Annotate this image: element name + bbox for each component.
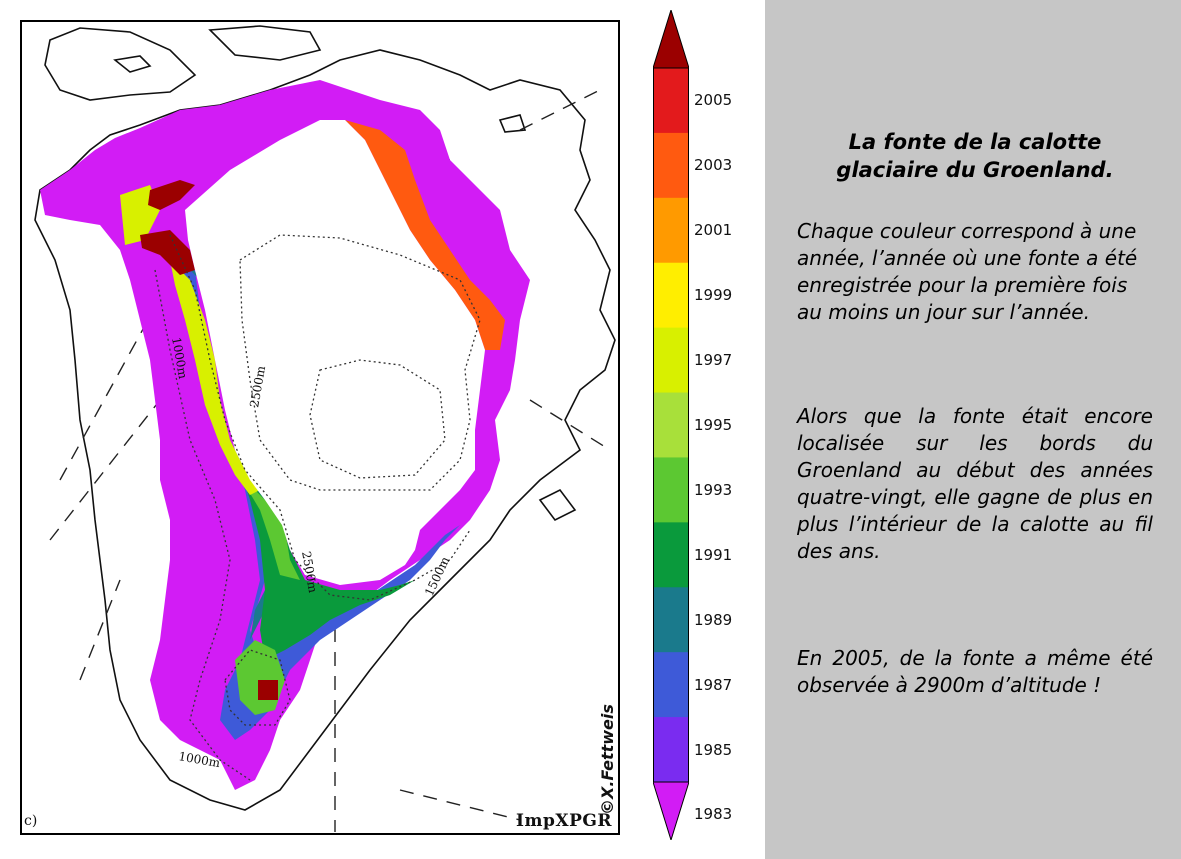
- melt-zone-2005-south: [258, 680, 278, 700]
- melt-zone-1985: [175, 250, 460, 740]
- melt-zone-2005-north: [148, 180, 195, 210]
- caption-paragraph: En 2005, de la fonte a même été observée…: [797, 646, 1153, 697]
- colorbar-tick-label: 1983: [694, 805, 733, 824]
- coastline-outlines: [34, 25, 616, 811]
- colorbar-tick-label: 1987: [694, 675, 733, 694]
- colorbar-tick-label: 2005: [694, 91, 733, 110]
- colorbar-segment: [653, 262, 689, 329]
- colorbar-tick-label: 1997: [694, 351, 733, 370]
- colorbar-segment: [653, 587, 689, 653]
- colorbar-segment: [653, 327, 689, 394]
- software-label: ImpXPGR: [516, 811, 612, 831]
- colorbar-top-arrow: [653, 10, 689, 69]
- caption-panel: La fonte de la calotte glaciaire du Groe…: [765, 0, 1181, 859]
- greenland-melt-map: 1000m 2500m 2500m 1500m 1000m c) ImpXPGR…: [20, 20, 620, 835]
- colorbar-tick-label: 1985: [694, 740, 733, 759]
- melt-zone-1991: [240, 470, 415, 660]
- panel-label: c): [24, 813, 38, 829]
- colorbar: [653, 10, 689, 840]
- colorbar-tick-label: 1989: [694, 610, 733, 629]
- caption-title: La fonte de la calotte glaciaire du Groe…: [836, 130, 1114, 182]
- colorbar-segment: [653, 392, 689, 458]
- elevation-contours: [154, 234, 481, 781]
- melt-zone-2005: [140, 230, 195, 275]
- melt-zone-2001: [345, 120, 505, 350]
- colorbar-segment: [653, 522, 689, 588]
- credit-label: ©X.Fettweis: [598, 704, 617, 815]
- colorbar-tick-label: 1993: [694, 480, 733, 499]
- map-graphic: 1000m 2500m 2500m 1500m 1000m: [20, 20, 620, 835]
- colorbar-bottom-arrow: [653, 781, 689, 840]
- colorbar-segment: [653, 197, 689, 264]
- colorbar-tick-label: 2001: [694, 221, 733, 240]
- colorbar-frame: [653, 67, 689, 783]
- colorbar-tick-label: 2003: [694, 156, 733, 175]
- colorbar-segment: [653, 457, 689, 523]
- colorbar-segment: [653, 68, 689, 134]
- caption-paragraph: Alors que la fonte était encore localisé…: [797, 404, 1153, 563]
- colorbar-tick-label: 1999: [694, 286, 733, 305]
- colorbar-tick-label: 1995: [694, 416, 733, 434]
- caption-paragraph: Chaque couleur correspond à une année, l…: [797, 219, 1138, 324]
- colorbar-tick-label: 1991: [694, 545, 733, 564]
- colorbar-tick-labels: 2005 2003 2001 1999 1997 1995 1993 1991 1989 1987…: [694, 0, 754, 859]
- colorbar-segment: [653, 652, 689, 718]
- colorbar-segment: [653, 717, 689, 783]
- colorbar-segment: [653, 132, 689, 199]
- unmelted-interior: [185, 120, 485, 585]
